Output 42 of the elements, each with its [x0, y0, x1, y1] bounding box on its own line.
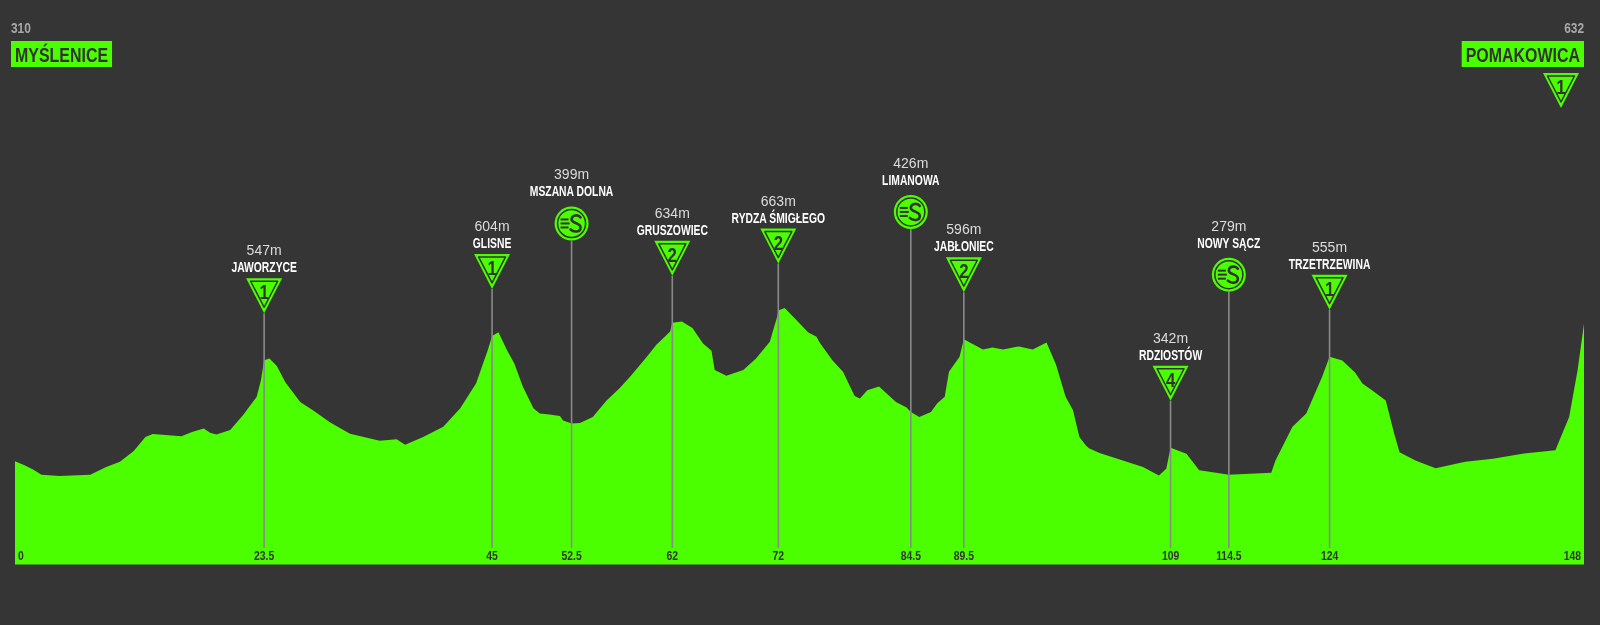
text: JABŁONIEC [933, 238, 994, 255]
annotation: 1 [1324, 276, 1335, 301]
text: 596m [946, 221, 982, 238]
text: 310 [11, 20, 31, 37]
x-tick-label: 23.5 [254, 547, 275, 563]
text: 547m [246, 242, 282, 259]
text: GRUSZOWIEC [636, 222, 709, 239]
annotation: 342m [1153, 329, 1189, 346]
x-tick-label: 45 [486, 547, 499, 563]
x-tick-label: 124 [1320, 547, 1339, 563]
annotation: 2 [773, 230, 783, 254]
text: LIMANOWA [882, 172, 940, 189]
annotation: RDZIOSTÓW [1138, 346, 1203, 364]
annotation: 1 [259, 280, 270, 304]
text: TRZETRZEWINA [1288, 256, 1371, 273]
text: 1 [1556, 75, 1567, 99]
text: 604m [474, 217, 510, 234]
x-tick-label: 109 [1161, 547, 1180, 563]
text: RYDZA ŚMIGŁEGO [731, 208, 826, 226]
text: GLISNE [472, 235, 512, 252]
text: 663m [760, 192, 796, 209]
x-tick-label: 72 [772, 547, 785, 563]
x-tick-label: 114.5 [1216, 547, 1242, 563]
x-tick-label: 62 [666, 547, 679, 563]
x-tick-label: 89.5 [953, 547, 975, 563]
annotation: 2 [959, 259, 969, 283]
text: 634m [654, 204, 690, 221]
text: 426m [893, 154, 929, 171]
text: 279m [1211, 217, 1247, 234]
x-tick-label: 52.5 [561, 547, 583, 563]
text: NOWY SĄCZ [1197, 235, 1261, 252]
text: 632 [1564, 20, 1584, 37]
annotation: 1 [487, 256, 498, 280]
x-tick-label: 148 [1563, 547, 1582, 563]
x-tick-label: 84.5 [900, 547, 922, 563]
annotation: 2 [667, 243, 677, 267]
text: 399m [554, 166, 590, 183]
text: JAWORZYCE [231, 259, 297, 276]
text: 555m [1312, 238, 1348, 255]
text: MSZANA DOLNA [529, 183, 614, 200]
x-tick-label: 0 [18, 547, 25, 563]
annotation: 4 [1165, 368, 1176, 392]
